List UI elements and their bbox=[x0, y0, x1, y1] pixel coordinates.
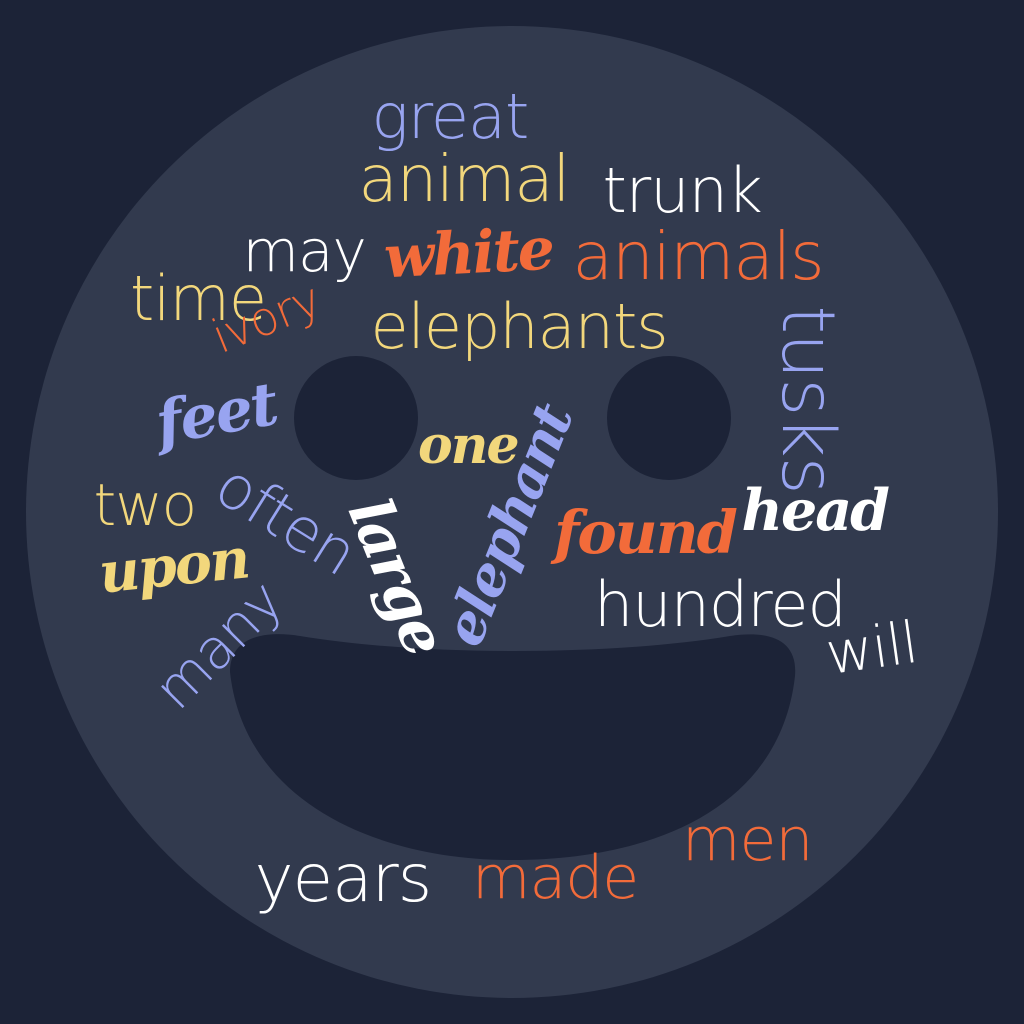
word-years: years bbox=[254, 840, 433, 917]
word-head: head bbox=[741, 476, 891, 544]
word-hundred: hundred bbox=[594, 568, 847, 641]
left-eye bbox=[294, 356, 418, 480]
word-will: will bbox=[821, 607, 921, 689]
word-white: white bbox=[381, 213, 554, 292]
word-trunk: trunk bbox=[602, 154, 763, 227]
word-great: great bbox=[371, 80, 530, 153]
right-eye bbox=[607, 356, 731, 480]
word-tusks: tusks bbox=[764, 304, 850, 494]
word-made: made bbox=[472, 843, 639, 913]
word-elephants: elephants bbox=[370, 290, 669, 363]
word-time: time bbox=[130, 262, 267, 335]
word-found: found bbox=[554, 497, 738, 567]
word-may: may bbox=[242, 217, 367, 285]
word-animal: animal bbox=[358, 143, 571, 217]
smile-mouth bbox=[230, 634, 796, 860]
word-men: men bbox=[682, 805, 813, 875]
word-one: one bbox=[418, 415, 520, 476]
word-animals: animals bbox=[572, 218, 825, 295]
word-two: two bbox=[93, 471, 198, 539]
